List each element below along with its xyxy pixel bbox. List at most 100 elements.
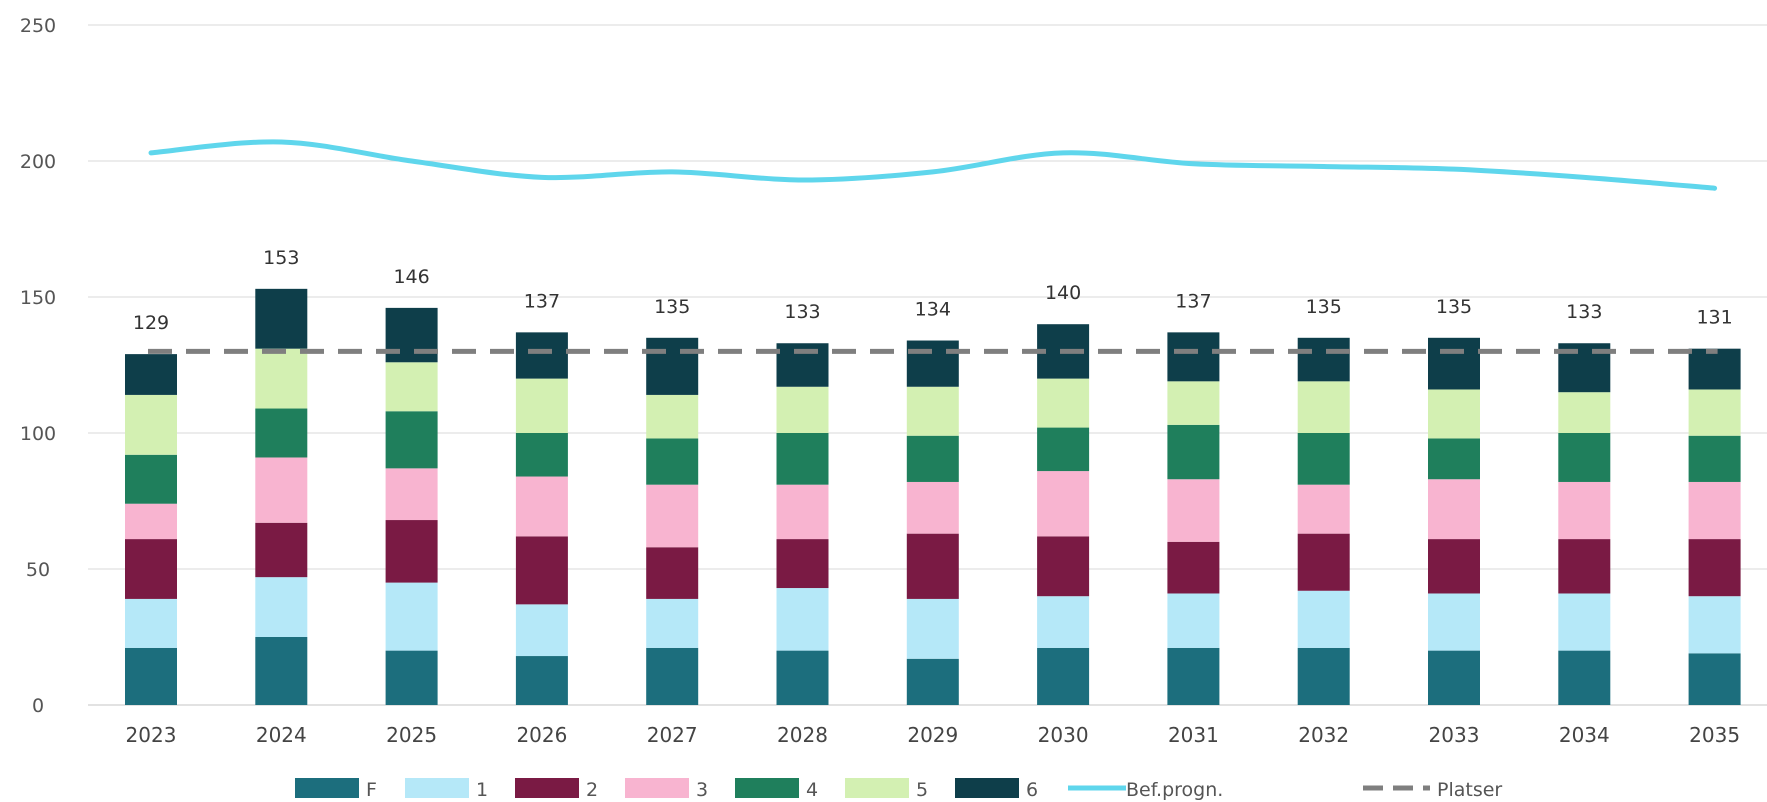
- y-tick-label: 200: [20, 151, 56, 173]
- legend-label: 2: [586, 779, 598, 801]
- bar-segment-6: [1428, 337, 1480, 390]
- line-Bef.progn.: [148, 139, 1718, 191]
- bar-segment-1: [1428, 593, 1480, 651]
- total-label: 135: [654, 296, 690, 318]
- bar-segment-3: [1688, 481, 1741, 540]
- legend-label: 4: [806, 779, 818, 801]
- bar-segment-1: [646, 598, 699, 648]
- bar-segment-6: [385, 307, 438, 363]
- bar-segment-4: [646, 438, 699, 485]
- x-tick-label: 2032: [1298, 723, 1349, 747]
- total-label: 140: [1045, 282, 1081, 304]
- bar-segment-F: [906, 658, 959, 705]
- bar-segment-5: [776, 386, 829, 433]
- total-label: 137: [1175, 290, 1211, 312]
- bar-segment-4: [1688, 435, 1741, 482]
- y-tick-label: 100: [20, 423, 56, 445]
- bar-segment-4: [776, 433, 829, 485]
- bar-segment-1: [906, 598, 959, 659]
- total-label: 131: [1696, 307, 1732, 329]
- bar-segment-5: [385, 362, 438, 412]
- bar-segment-2: [1558, 539, 1611, 594]
- x-tick-label: 2028: [777, 723, 828, 747]
- legend-swatch: [735, 778, 799, 798]
- bar-segment-2: [906, 533, 959, 599]
- bar-segment-1: [125, 598, 177, 648]
- legend-label: Bef.progn.: [1126, 779, 1223, 801]
- legend-swatch: [955, 778, 1019, 798]
- bar-segment-1: [515, 604, 568, 657]
- bar-segment-1: [385, 582, 438, 651]
- bar-segment-2: [1037, 536, 1090, 597]
- bar-segment-6: [515, 332, 568, 379]
- bar-segment-5: [1037, 378, 1090, 428]
- bar-segment-2: [1428, 539, 1480, 594]
- total-label: 146: [393, 266, 429, 288]
- total-label: 133: [1566, 301, 1602, 323]
- bar-segment-4: [255, 408, 308, 458]
- x-tick-label: 2035: [1689, 723, 1740, 747]
- bar-segment-3: [385, 468, 438, 521]
- bar-segment-F: [515, 656, 568, 705]
- bar-segment-3: [1428, 479, 1480, 540]
- bar-segment-4: [1428, 438, 1480, 480]
- bar-segment-5: [255, 348, 308, 409]
- total-label: 134: [915, 299, 951, 321]
- bar-segment-2: [1167, 541, 1220, 594]
- bar-segment-F: [776, 650, 829, 705]
- bar-segment-1: [1167, 593, 1220, 648]
- bar-segment-3: [776, 484, 829, 540]
- bar-segment-3: [906, 481, 959, 534]
- bar-segment-2: [646, 547, 699, 599]
- x-tick-label: 2033: [1429, 723, 1480, 747]
- bar-segment-3: [125, 503, 177, 540]
- bar-segment-6: [1297, 337, 1350, 382]
- y-tick-label: 150: [20, 287, 56, 309]
- bar-segment-2: [515, 536, 568, 605]
- bar-segment-1: [255, 577, 308, 637]
- x-tick-label: 2034: [1559, 723, 1610, 747]
- bar-segment-6: [125, 354, 177, 395]
- bar-segment-4: [515, 433, 568, 477]
- total-label: 137: [524, 290, 560, 312]
- bar-segment-5: [1688, 389, 1741, 436]
- bar-segment-3: [1297, 484, 1350, 534]
- bar-segment-6: [255, 288, 308, 349]
- bar-segment-5: [125, 394, 177, 455]
- bar-segment-1: [1297, 590, 1350, 648]
- total-label: 135: [1436, 296, 1472, 318]
- legend-swatch: [515, 778, 579, 798]
- bar-segment-4: [1558, 433, 1611, 482]
- bar-segment-2: [1688, 539, 1741, 597]
- bar-segment-F: [125, 647, 177, 705]
- total-label: 129: [133, 312, 169, 334]
- bar-segment-2: [776, 539, 829, 589]
- bar-segment-4: [906, 435, 959, 482]
- x-tick-label: 2026: [516, 723, 567, 747]
- x-tick-label: 2023: [126, 723, 177, 747]
- bar-segment-6: [906, 340, 959, 387]
- y-axis-ticks: 0 50 100 150 200 250: [20, 15, 56, 717]
- y-tick-label: 250: [20, 15, 56, 37]
- legend-label: 5: [916, 779, 928, 801]
- bar-segment-5: [1558, 392, 1611, 433]
- bar-segment-1: [776, 588, 829, 651]
- y-tick-label: 0: [32, 695, 44, 717]
- bar-segment-4: [1037, 427, 1090, 472]
- x-tick-label: 2027: [647, 723, 698, 747]
- bar-segment-5: [1167, 381, 1220, 425]
- bar-segment-5: [646, 394, 699, 439]
- bar-segment-5: [1297, 381, 1350, 433]
- bar-segment-F: [1297, 647, 1350, 705]
- bar-segment-3: [646, 484, 699, 548]
- bar-segment-F: [1428, 650, 1480, 705]
- total-label: 153: [263, 247, 299, 269]
- bar-segment-1: [1037, 596, 1090, 648]
- bar-segment-2: [385, 520, 438, 583]
- x-tick-label: 2024: [256, 723, 307, 747]
- x-tick-label: 2030: [1038, 723, 1089, 747]
- bar-segment-3: [255, 457, 308, 523]
- total-label: 135: [1306, 296, 1342, 318]
- x-axis-ticks: 2023 2024 2025 2026 2027 2028 2029 2030 2031 2032…: [126, 723, 1741, 747]
